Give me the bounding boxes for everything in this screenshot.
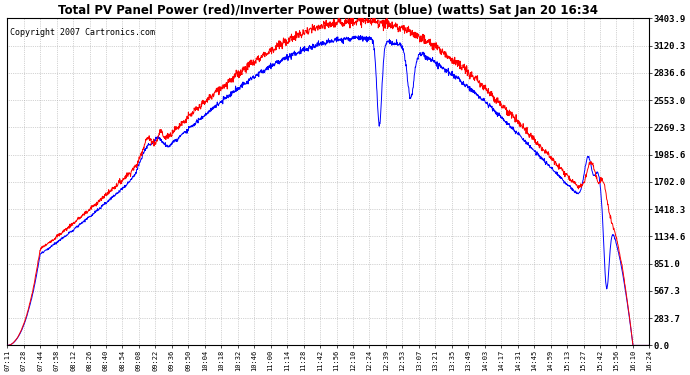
Title: Total PV Panel Power (red)/Inverter Power Output (blue) (watts) Sat Jan 20 16:34: Total PV Panel Power (red)/Inverter Powe…: [58, 4, 598, 17]
Text: Copyright 2007 Cartronics.com: Copyright 2007 Cartronics.com: [10, 28, 155, 37]
